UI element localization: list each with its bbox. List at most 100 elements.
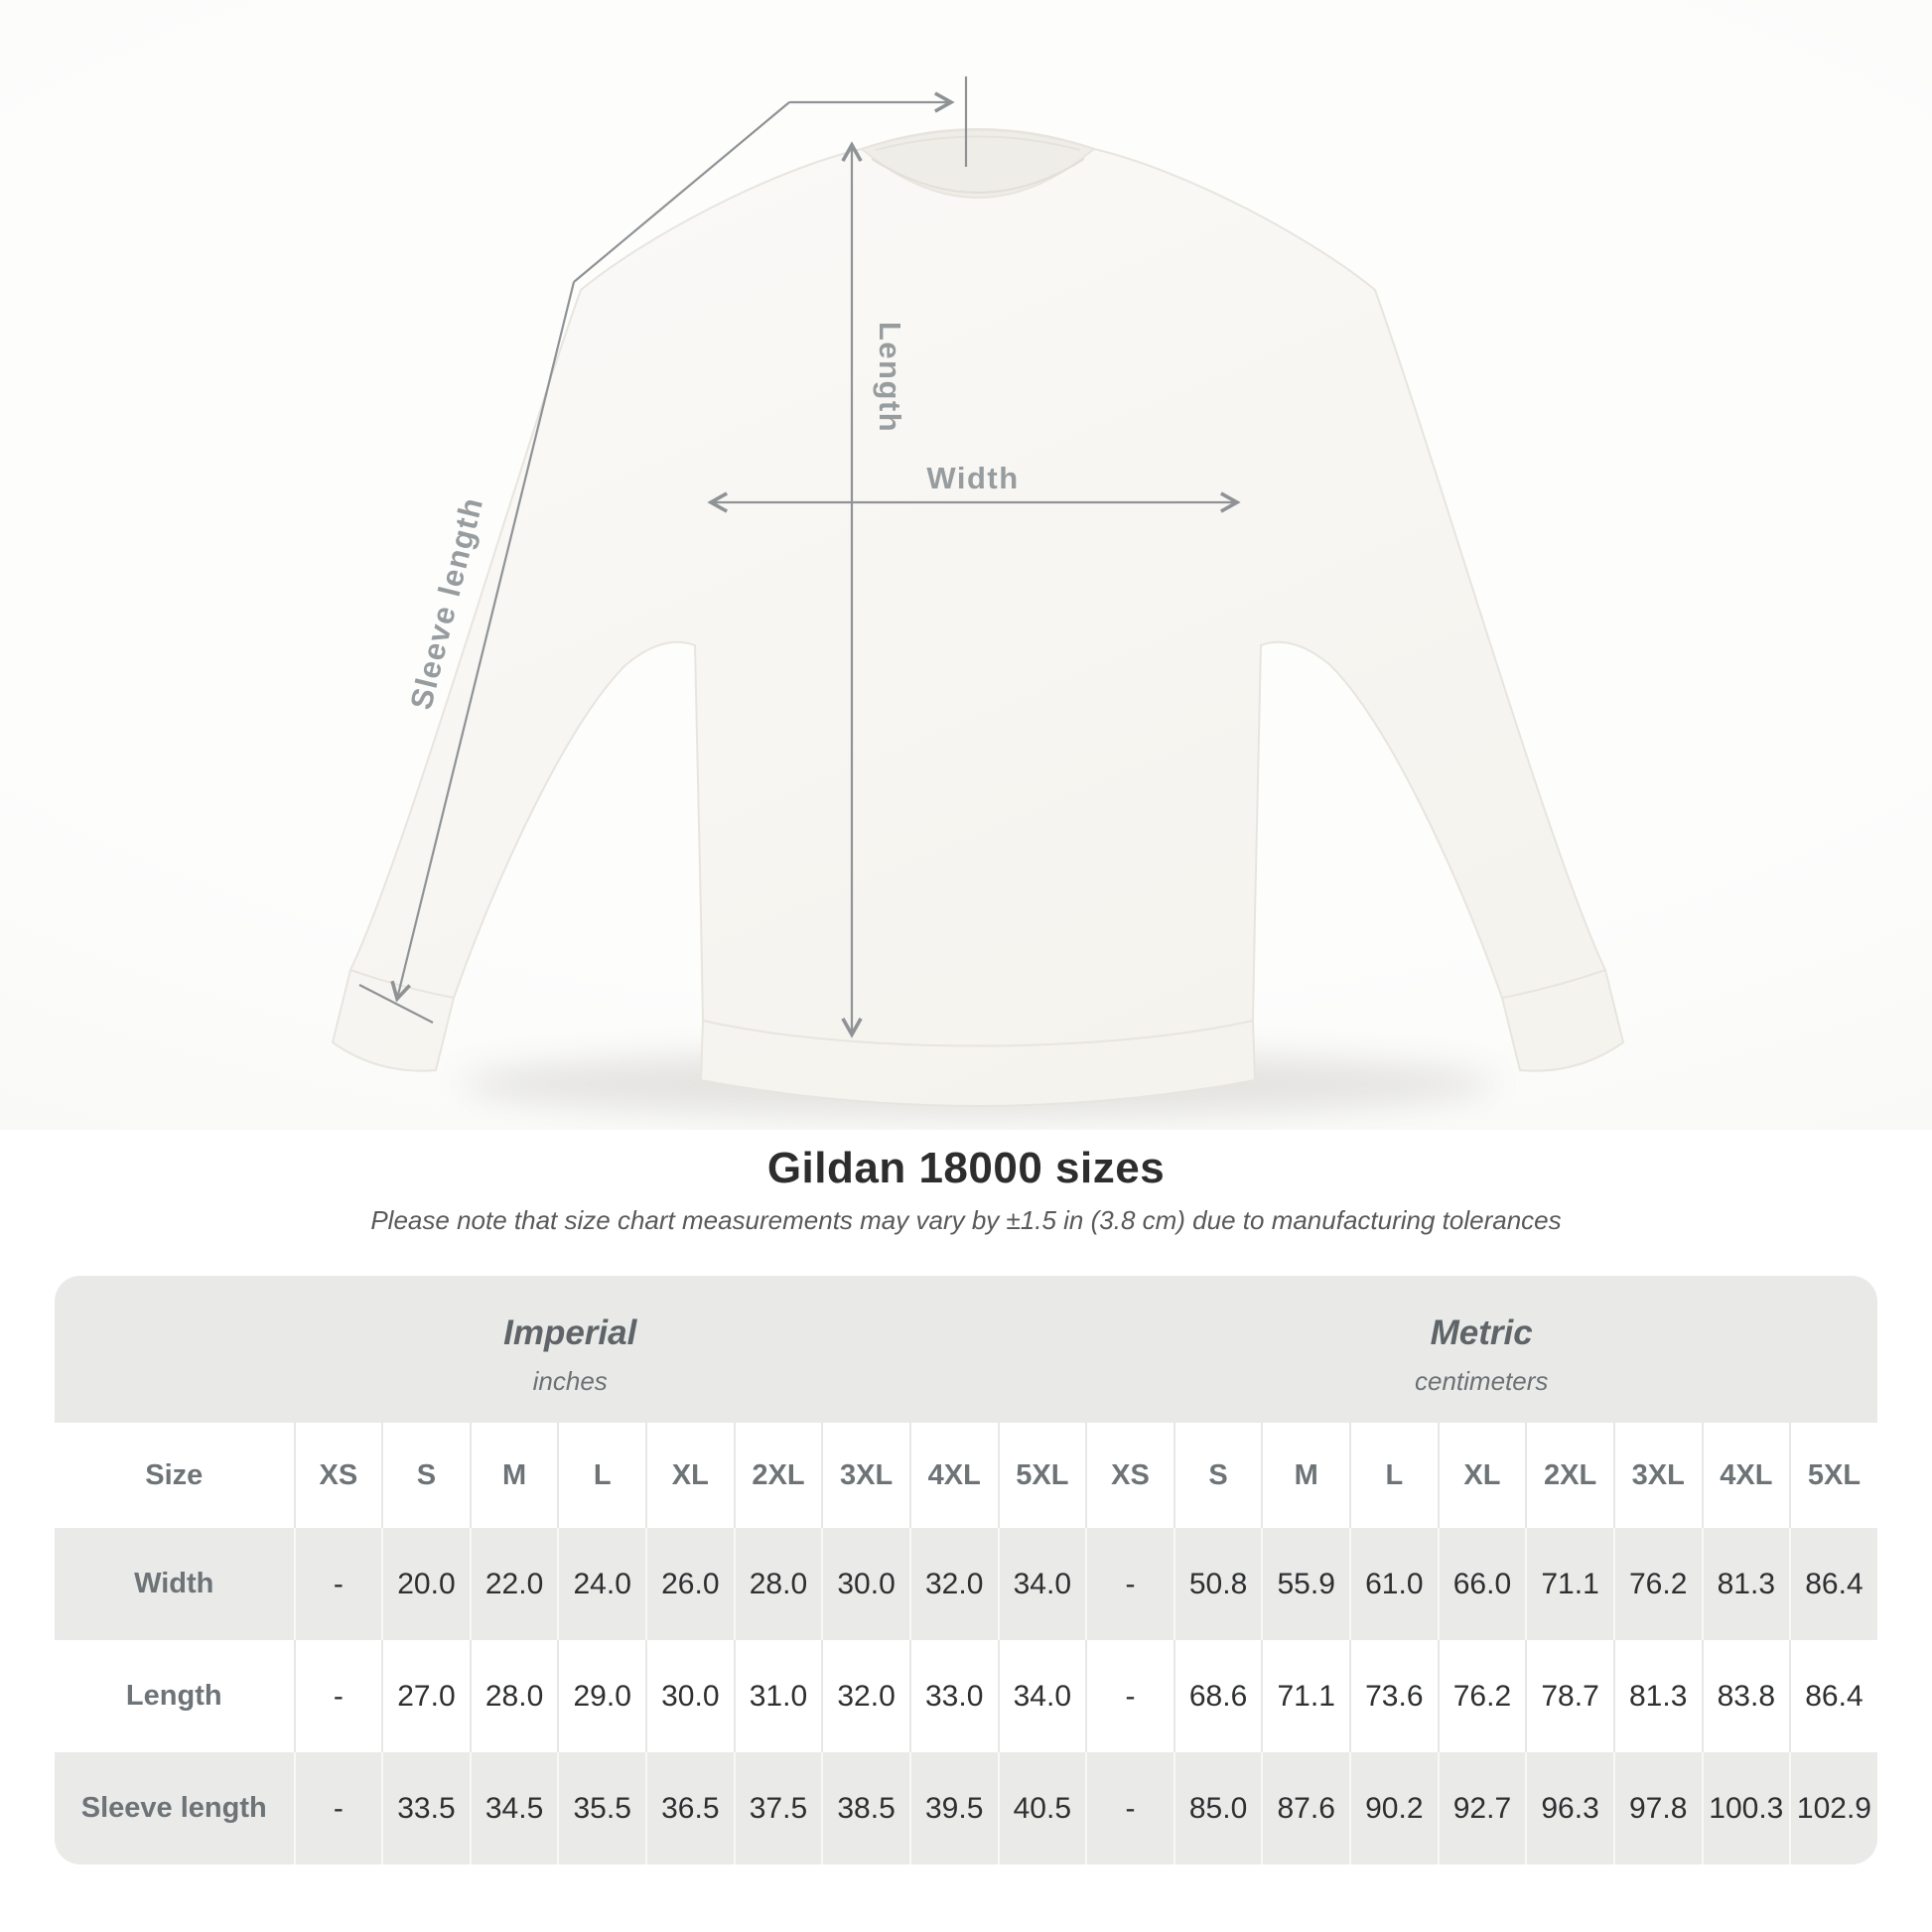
size-header-imperial-5xl: 5XL: [997, 1423, 1086, 1528]
length-measure-label: Length: [873, 322, 907, 433]
unit-group-band: Imperial inches Metric centimeters: [55, 1276, 1877, 1423]
tolerance-note: Please note that size chart measurements…: [370, 1205, 1562, 1235]
size-value-cell: 27.0: [381, 1640, 470, 1752]
size-header-imperial-2xl: 2XL: [733, 1423, 822, 1528]
size-value-cell: 30.0: [645, 1640, 734, 1752]
size-value-cell: 36.5: [645, 1752, 734, 1864]
size-column-header: Size: [145, 1458, 204, 1491]
size-header-imperial-s: S: [381, 1423, 470, 1528]
size-value-cell: 71.1: [1261, 1640, 1349, 1752]
sweatshirt-image: [332, 128, 1624, 1107]
size-value-cell: 96.3: [1525, 1752, 1613, 1864]
size-value-cell: 76.2: [1612, 1528, 1702, 1640]
imperial-group-unit: inches: [532, 1366, 608, 1396]
size-header-metric-2xl: 2XL: [1525, 1423, 1613, 1528]
size-value-cell: 32.0: [908, 1528, 998, 1640]
size-value-cell: 33.0: [908, 1640, 998, 1752]
size-value-cell: 92.7: [1437, 1752, 1526, 1864]
width-measure-label: Width: [926, 461, 1019, 495]
size-header-imperial-m: M: [469, 1423, 558, 1528]
size-value-cell: 34.0: [997, 1528, 1086, 1640]
metric-group-header: Metric centimeters: [1085, 1276, 1877, 1423]
size-value-cell: 90.2: [1349, 1752, 1438, 1864]
size-header-imperial-4xl: 4XL: [908, 1423, 998, 1528]
measure-row-label-width: Width: [134, 1568, 214, 1599]
collar: [861, 129, 1095, 199]
size-value-cell: -: [1085, 1528, 1173, 1640]
size-value-cell: 86.4: [1789, 1528, 1877, 1640]
size-value-cell: 78.7: [1525, 1640, 1613, 1752]
size-value-cell: 35.5: [557, 1752, 645, 1864]
measure-row-width: Width -20.0 22.0 24.0 26.0 28.0 30.0 32.0 34.0-5…: [55, 1528, 1877, 1640]
size-value-cell: -: [1085, 1752, 1173, 1864]
size-header-imperial-3xl: 3XL: [821, 1423, 909, 1528]
size-value-cell: 87.6: [1261, 1752, 1349, 1864]
size-header-metric-3xl: 3XL: [1612, 1423, 1702, 1528]
size-header-metric-xs: XS: [1085, 1423, 1173, 1528]
size-value-cell: 28.0: [469, 1640, 558, 1752]
measure-row-length: Length -27.0 28.0 29.0 30.0 31.0 32.0 33.0 34.0-…: [55, 1640, 1877, 1752]
product-diagram: Length Width Sleeve length: [0, 0, 1932, 1130]
size-value-cell: 29.0: [557, 1640, 645, 1752]
size-value-cell: 34.5: [469, 1752, 558, 1864]
size-header-imperial-l: L: [557, 1423, 645, 1528]
size-value-cell: -: [293, 1528, 382, 1640]
size-value-cell: 30.0: [821, 1528, 909, 1640]
metric-group-name: Metric: [1430, 1313, 1533, 1352]
size-value-cell: 71.1: [1525, 1528, 1613, 1640]
size-value-cell: 32.0: [821, 1640, 909, 1752]
size-value-cell: 50.8: [1173, 1528, 1262, 1640]
metric-group-unit: centimeters: [1415, 1366, 1549, 1396]
size-value-cell: 61.0: [1349, 1528, 1438, 1640]
size-header-imperial-xs: XS: [293, 1423, 382, 1528]
size-header-metric-xl: XL: [1437, 1423, 1526, 1528]
size-header-metric-l: L: [1349, 1423, 1438, 1528]
page-title: Gildan 18000 sizes: [766, 1144, 1166, 1192]
imperial-group-name: Imperial: [503, 1313, 637, 1352]
size-value-cell: -: [1085, 1640, 1173, 1752]
size-value-cell: 33.5: [381, 1752, 470, 1864]
size-header-metric-4xl: 4XL: [1701, 1423, 1790, 1528]
size-value-cell: -: [293, 1640, 382, 1752]
measure-row-label-length: Length: [125, 1680, 222, 1712]
size-header-imperial-xl: XL: [645, 1423, 734, 1528]
size-value-cell: 31.0: [733, 1640, 822, 1752]
sleeve-leader-line: [573, 101, 790, 283]
size-value-cell: 22.0: [469, 1528, 558, 1640]
size-value-cell: 100.3: [1701, 1752, 1790, 1864]
size-value-cell: 38.5: [821, 1752, 909, 1864]
size-value-cell: 81.3: [1612, 1640, 1702, 1752]
size-value-cell: 81.3: [1701, 1528, 1790, 1640]
size-table-rows: Size XS S M L XL 2XL 3XL 4XL 5XL XS S M L XL 2XL 3XL 4XL 5…: [55, 1423, 1877, 1864]
size-value-cell: 68.6: [1173, 1640, 1262, 1752]
size-header-row: Size XS S M L XL 2XL 3XL 4XL 5XL XS S M L XL 2XL 3XL 4XL 5…: [55, 1423, 1877, 1528]
size-header-metric-m: M: [1261, 1423, 1349, 1528]
size-value-cell: 20.0: [381, 1528, 470, 1640]
size-value-cell: 102.9: [1789, 1752, 1877, 1864]
size-value-cell: 97.8: [1612, 1752, 1702, 1864]
size-value-cell: 24.0: [557, 1528, 645, 1640]
size-value-cell: 66.0: [1437, 1528, 1526, 1640]
size-value-cell: 39.5: [908, 1752, 998, 1864]
size-value-cell: 37.5: [733, 1752, 822, 1864]
sleeve-measure-line: [390, 281, 576, 1003]
sleeve-end-tick: [358, 984, 434, 1024]
size-value-cell: 34.0: [997, 1640, 1086, 1752]
size-value-cell: 85.0: [1173, 1752, 1262, 1864]
size-table: Imperial inches Metric centimeters Size X…: [55, 1276, 1877, 1864]
size-value-cell: 28.0: [733, 1528, 822, 1640]
size-value-cell: 83.8: [1701, 1640, 1790, 1752]
size-value-cell: 73.6: [1349, 1640, 1438, 1752]
size-value-cell: 40.5: [997, 1752, 1086, 1864]
size-value-cell: 26.0: [645, 1528, 734, 1640]
imperial-group-header: Imperial inches: [55, 1276, 1085, 1423]
size-value-cell: 86.4: [1789, 1640, 1877, 1752]
size-header-metric-s: S: [1173, 1423, 1262, 1528]
measurement-lines: [358, 76, 1241, 1038]
size-value-cell: -: [293, 1752, 382, 1864]
sweatshirt-diagram-svg: Length Width Sleeve length: [332, 76, 1624, 1118]
measure-row-label-sleeve-length: Sleeve length: [80, 1792, 267, 1824]
measure-row-sleeve-length: Sleeve length -33.5 34.5 35.5 36.5 37.5 38.5 39…: [55, 1752, 1877, 1864]
size-value-cell: 76.2: [1437, 1640, 1526, 1752]
